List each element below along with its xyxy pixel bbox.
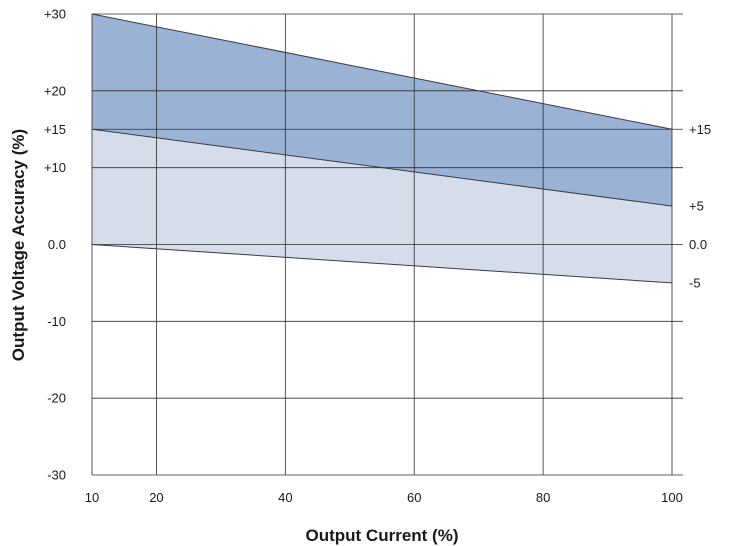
x-tick-label: 60: [407, 490, 421, 505]
y-axis-title: Output Voltage Accuracy (%): [9, 129, 28, 361]
y-tick-label: +30: [44, 7, 66, 22]
right-label: -5: [689, 275, 701, 290]
y-tick-label: +20: [44, 83, 66, 98]
x-tick-label: 40: [278, 490, 292, 505]
x-tick-label: 80: [536, 490, 550, 505]
right-label: +5: [689, 199, 704, 214]
y-tick-label: 0.0: [48, 237, 66, 252]
right-label: 0.0: [689, 237, 707, 252]
grid-layer: [91, 13, 683, 476]
y-tick-label: +10: [44, 160, 66, 175]
y-tick-label: -20: [47, 391, 66, 406]
right-label: +15: [689, 122, 711, 137]
boundary-line-0: [91, 13, 673, 130]
y-tick-label: +15: [44, 122, 66, 137]
x-tick-label: 20: [149, 490, 163, 505]
x-tick-label: 10: [85, 490, 99, 505]
boundary-line-1: [91, 128, 673, 207]
y-tick-label: -10: [47, 314, 66, 329]
bands-layer: [92, 14, 672, 283]
y-tick-label: -30: [47, 468, 66, 483]
band-0: [92, 14, 672, 207]
boundary-line-2: [91, 244, 673, 284]
ticks-layer: -30 -20 -10 0.0 +10 +15 +20 +30 +15 +5 0.0 -5 10 20 40…: [44, 7, 711, 506]
lines-layer: [91, 13, 673, 284]
x-tick-label: 100: [661, 490, 683, 505]
x-axis-title: Output Current (%): [306, 526, 459, 545]
